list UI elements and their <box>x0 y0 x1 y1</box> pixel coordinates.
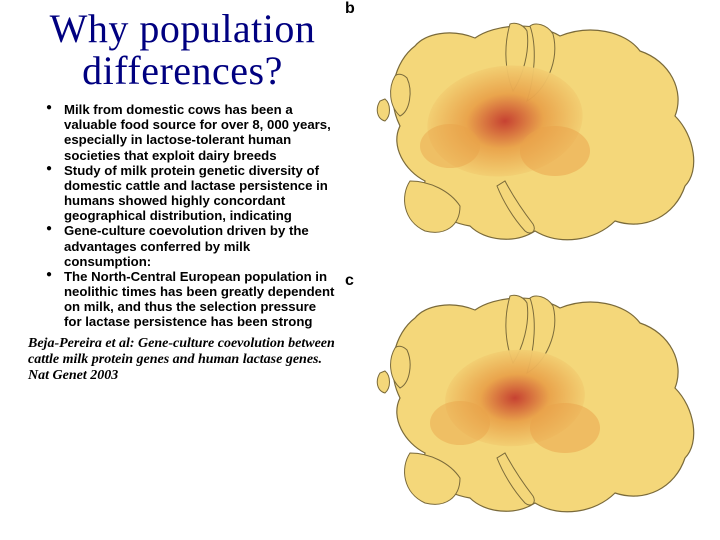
europe-map-b <box>355 6 705 266</box>
bullet-item: Study of milk protein genetic diversity … <box>46 163 337 224</box>
citation-text: Beja-Pereira et al: Gene-culture coevolu… <box>28 336 337 384</box>
slide-title: Why population differences? <box>28 8 337 92</box>
slide-root: Why population differences? Milk from do… <box>0 0 720 540</box>
bullet-item: The North-Central European population in… <box>46 269 337 330</box>
text-column: Why population differences? Milk from do… <box>0 0 345 540</box>
europe-map-c <box>355 278 705 538</box>
bullet-item: Milk from domestic cows has been a valua… <box>46 102 337 163</box>
map-panel-b <box>355 6 705 266</box>
bullet-item: Gene-culture coevolution driven by the a… <box>46 223 337 269</box>
panel-label-b: b <box>345 0 355 18</box>
bullet-list: Milk from domestic cows has been a valua… <box>28 102 337 330</box>
figure-column: b c <box>345 0 720 540</box>
map-panel-c <box>355 278 705 538</box>
panel-label-c: c <box>345 272 354 290</box>
